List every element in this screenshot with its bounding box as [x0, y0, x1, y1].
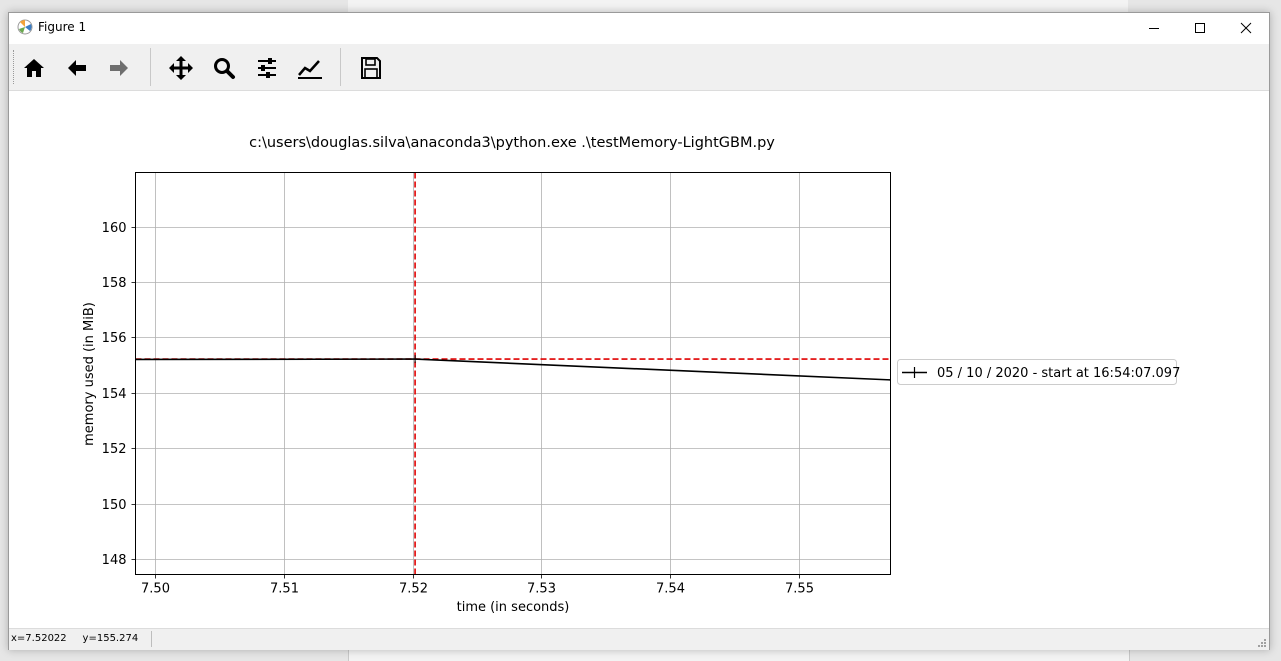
- home-icon: [24, 59, 44, 77]
- customize-button[interactable]: [295, 53, 325, 83]
- home-button[interactable]: [19, 53, 49, 83]
- subplots-button[interactable]: [252, 53, 282, 83]
- zoom-button[interactable]: [209, 53, 239, 83]
- x-tick-label: 7.53: [527, 582, 556, 597]
- series-line: [135, 358, 891, 381]
- matplotlib-app-icon: [17, 19, 33, 35]
- x-tick-label: 7.55: [785, 582, 814, 597]
- y-tick-label: 154: [102, 387, 127, 402]
- chart-title: c:\users\douglas.silva\anaconda3\python.…: [249, 135, 775, 151]
- legend: 05 / 10 / 2020 - start at 16:54:07.097: [897, 359, 1180, 385]
- y-tick-label: 158: [102, 276, 127, 291]
- close-icon: [1240, 22, 1252, 34]
- y-tick-label: 150: [102, 498, 127, 513]
- maximize-icon: [1195, 23, 1205, 33]
- plot-area: [135, 172, 891, 575]
- status-bar: x=7.52022 y=155.274: [9, 628, 1269, 650]
- x-tick-label: 7.54: [656, 582, 685, 597]
- figure-canvas[interactable]: c:\users\douglas.silva\anaconda3\python.…: [9, 91, 1269, 628]
- legend-frame: [897, 359, 1177, 385]
- y-tick-label: 156: [102, 331, 127, 346]
- save-icon: [361, 57, 381, 79]
- x-tick-label: 7.51: [270, 582, 299, 597]
- window-title: Figure 1: [38, 20, 87, 34]
- grid: [135, 172, 891, 575]
- x-tick-label: 7.52: [399, 582, 428, 597]
- back-button[interactable]: [62, 53, 92, 83]
- resize-grip-icon[interactable]: [1257, 638, 1267, 648]
- legend-label: 05 / 10 / 2020 - start at 16:54:07.097: [937, 366, 1180, 381]
- minimize-icon: [1149, 28, 1159, 29]
- y-tick-label: 160: [102, 221, 127, 236]
- navigation-toolbar: [9, 44, 1269, 91]
- minimize-button[interactable]: [1131, 13, 1177, 43]
- line-chart[interactable]: c:\users\douglas.silva\anaconda3\python.…: [9, 91, 1269, 628]
- cursor-coordinates: x=7.52022 y=155.274: [11, 633, 139, 644]
- x-tick-label: 7.50: [141, 582, 170, 597]
- forward-icon: [110, 60, 128, 76]
- status-separator: [151, 631, 152, 647]
- x-axis-label: time (in seconds): [457, 600, 570, 615]
- title-bar[interactable]: Figure 1: [9, 13, 1269, 43]
- axes-frame: [135, 172, 891, 575]
- subplots-icon: [258, 58, 276, 78]
- pan-button[interactable]: [166, 53, 196, 83]
- save-button[interactable]: [356, 53, 386, 83]
- y-tick-label: 148: [102, 553, 127, 568]
- maximize-button[interactable]: [1177, 13, 1223, 43]
- y-tick-label: 152: [102, 442, 127, 457]
- zoom-icon: [214, 58, 235, 79]
- pan-icon: [169, 56, 193, 80]
- axis-ticks: 7.50 7.51 7.52 7.53 7.54 7.55 148 150 152 154 156 1…: [102, 221, 814, 597]
- forward-button[interactable]: [104, 53, 134, 83]
- toolbar-separator: [340, 48, 341, 86]
- customize-icon: [298, 60, 322, 79]
- toolbar-separator: [150, 48, 151, 86]
- close-button[interactable]: [1223, 13, 1269, 43]
- y-axis-label: memory used (in MiB): [82, 302, 97, 446]
- background-window-edge: [348, 0, 1128, 12]
- back-icon: [68, 60, 86, 76]
- toolbar-grip[interactable]: [13, 50, 17, 84]
- figure-window: Figure 1: [8, 12, 1270, 650]
